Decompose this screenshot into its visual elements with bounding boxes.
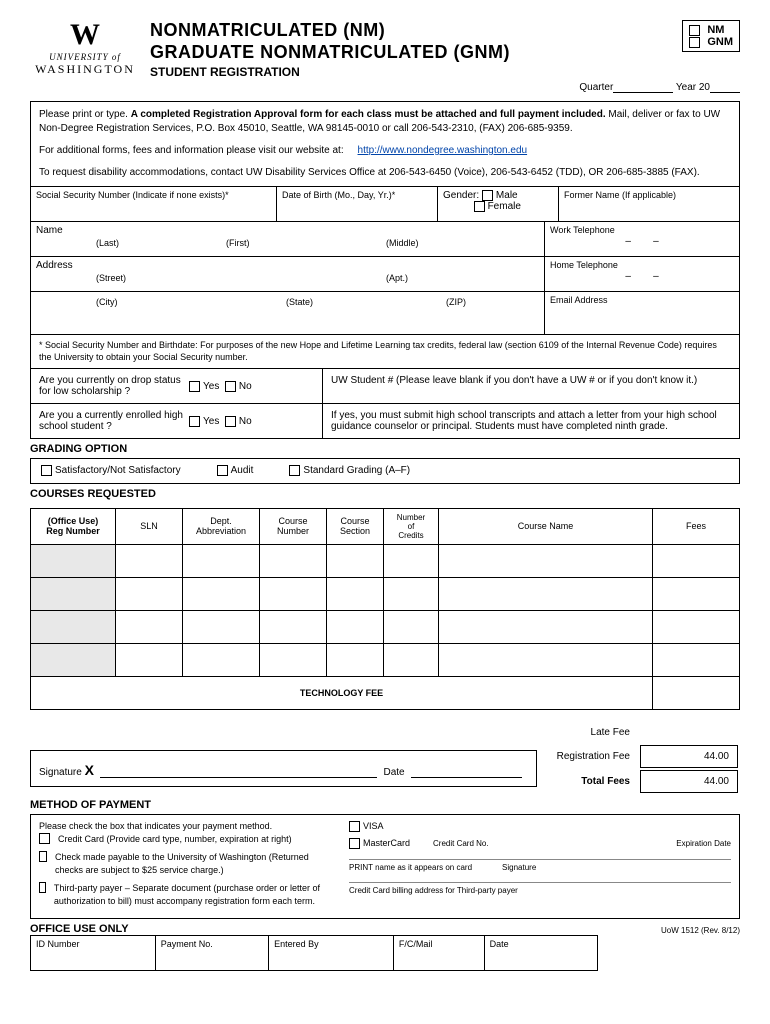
nm-checkbox[interactable] (689, 25, 700, 36)
gnm-label: GNM (707, 36, 733, 48)
logo-w: W (30, 20, 140, 50)
sig-date-input[interactable] (411, 759, 522, 778)
female-checkbox[interactable] (474, 201, 485, 212)
header-right: NM GNM Quarter Year 20 (579, 20, 740, 93)
grading-heading: GRADING OPTION (30, 443, 740, 455)
dob-field[interactable]: Date of Birth (Mo., Day, Yr.)* (277, 187, 438, 221)
header: W UNIVERSITY of WASHINGTON NONMATRICULAT… (30, 20, 740, 93)
grading-audit-checkbox[interactable] (217, 465, 228, 476)
course-row[interactable] (31, 577, 740, 610)
grading-satisfactory-checkbox[interactable] (41, 465, 52, 476)
office-entered[interactable]: Entered By (269, 935, 394, 970)
year-label: Year 20 (676, 82, 710, 93)
q2-yes-checkbox[interactable] (189, 416, 200, 427)
course-row[interactable] (31, 544, 740, 577)
office-use-table: ID Number Payment No. Entered By F/C/Mai… (30, 935, 598, 971)
row-city-state: (City)(State)(ZIP) Email Address (31, 291, 739, 334)
gnm-checkbox[interactable] (689, 37, 700, 48)
fees-table: Late Fee Registration Fee44.00 Total Fee… (547, 720, 740, 795)
ssn-field[interactable]: Social Security Number (Indicate if none… (31, 187, 277, 221)
home-tel-field[interactable]: Home Telephone – – (545, 257, 739, 291)
logo-university-of: UNIVERSITY of (30, 52, 140, 62)
uw-student-num-field[interactable]: UW Student # (Please leave blank if you … (323, 369, 739, 403)
reg-fee-value: 44.00 (640, 745, 738, 768)
office-payment[interactable]: Payment No. (155, 935, 268, 970)
logo-washington: WASHINGTON (30, 62, 140, 77)
office-date[interactable]: Date (484, 935, 597, 970)
instr-p3: To request disability accommodations, co… (39, 166, 731, 180)
form-code: UoW 1512 (Rev. 8/12) (661, 926, 740, 935)
mc-checkbox[interactable] (349, 838, 360, 849)
city-state-zip-field[interactable]: (City)(State)(ZIP) (31, 292, 545, 334)
quarter-label: Quarter (579, 82, 613, 93)
question-drop-status: Are you currently on drop status for low… (30, 369, 740, 404)
row-address: Address (Street)(Apt.) Home Telephone – … (31, 256, 739, 291)
office-id[interactable]: ID Number (31, 935, 156, 970)
website-link[interactable]: http://www.nondegree.washington.edu (358, 145, 528, 156)
question-highschool: Are you a currently enrolled high school… (30, 404, 740, 439)
instr-p1b: A completed Registration Approval form f… (131, 109, 606, 120)
q1-no-checkbox[interactable] (225, 381, 236, 392)
office-use-heading: OFFICE USE ONLY (30, 923, 129, 935)
quarter-year: Quarter Year 20 (579, 80, 740, 93)
uw-logo: W UNIVERSITY of WASHINGTON (30, 20, 140, 77)
gender-field: Gender: Male Female (438, 187, 559, 221)
payment-heading: METHOD OF PAYMENT (30, 799, 740, 811)
title-sub: STUDENT REGISTRATION (150, 65, 579, 79)
payment-box: Please check the box that indicates your… (30, 814, 740, 919)
courses-heading: COURSES REQUESTED (30, 488, 740, 500)
work-tel-field[interactable]: Work Telephone – – (545, 222, 739, 256)
tech-fee-row: TECHNOLOGY FEE (31, 676, 740, 709)
ssn-note: * Social Security Number and Birthdate: … (30, 335, 740, 369)
tech-fee-value[interactable] (653, 676, 740, 709)
email-field[interactable]: Email Address (545, 292, 739, 334)
year-input[interactable] (710, 80, 740, 93)
row-name: Name (Last)(First)(Middle) Work Telephon… (31, 221, 739, 256)
signature-input[interactable] (100, 759, 378, 778)
grading-box: Satisfactory/Not Satisfactory Audit Stan… (30, 458, 740, 483)
instructions: Please print or type. A completed Regist… (31, 102, 739, 186)
male-checkbox[interactable] (482, 190, 493, 201)
former-name-field[interactable]: Former Name (If applicable) (559, 187, 739, 221)
office-fcmail[interactable]: F/C/Mail (393, 935, 484, 970)
quarter-input[interactable] (613, 80, 673, 93)
q1-yes-checkbox[interactable] (189, 381, 200, 392)
pay-check-checkbox[interactable] (39, 851, 47, 862)
address-field[interactable]: Address (Street)(Apt.) (31, 257, 545, 291)
courses-table: (Office Use) Reg Number SLN Dept. Abbrev… (30, 508, 740, 710)
title-block: NONMATRICULATED (NM) GRADUATE NONMATRICU… (140, 20, 579, 79)
title-line1: NONMATRICULATED (NM) (150, 20, 579, 42)
total-fee-value: 44.00 (640, 770, 738, 793)
pay-third-checkbox[interactable] (39, 882, 46, 893)
course-row[interactable] (31, 610, 740, 643)
course-row[interactable] (31, 643, 740, 676)
title-line2: GRADUATE NONMATRICULATED (GNM) (150, 42, 579, 64)
q2-no-checkbox[interactable] (225, 416, 236, 427)
pay-cc-checkbox[interactable] (39, 833, 50, 844)
instr-p2: For additional forms, fees and informati… (39, 145, 344, 156)
nm-gnm-box: NM GNM (682, 20, 740, 52)
instr-p1a: Please print or type. (39, 109, 131, 120)
name-field[interactable]: Name (Last)(First)(Middle) (31, 222, 545, 256)
courses-header-row: (Office Use) Reg Number SLN Dept. Abbrev… (31, 508, 740, 544)
visa-checkbox[interactable] (349, 821, 360, 832)
row-ssn-dob-gender: Social Security Number (Indicate if none… (31, 186, 739, 221)
signature-fees-area: Signature X Date Late Fee Registration F… (30, 720, 740, 795)
instructions-box: Please print or type. A completed Regist… (30, 101, 740, 335)
grading-standard-checkbox[interactable] (289, 465, 300, 476)
nm-label: NM (707, 24, 724, 36)
